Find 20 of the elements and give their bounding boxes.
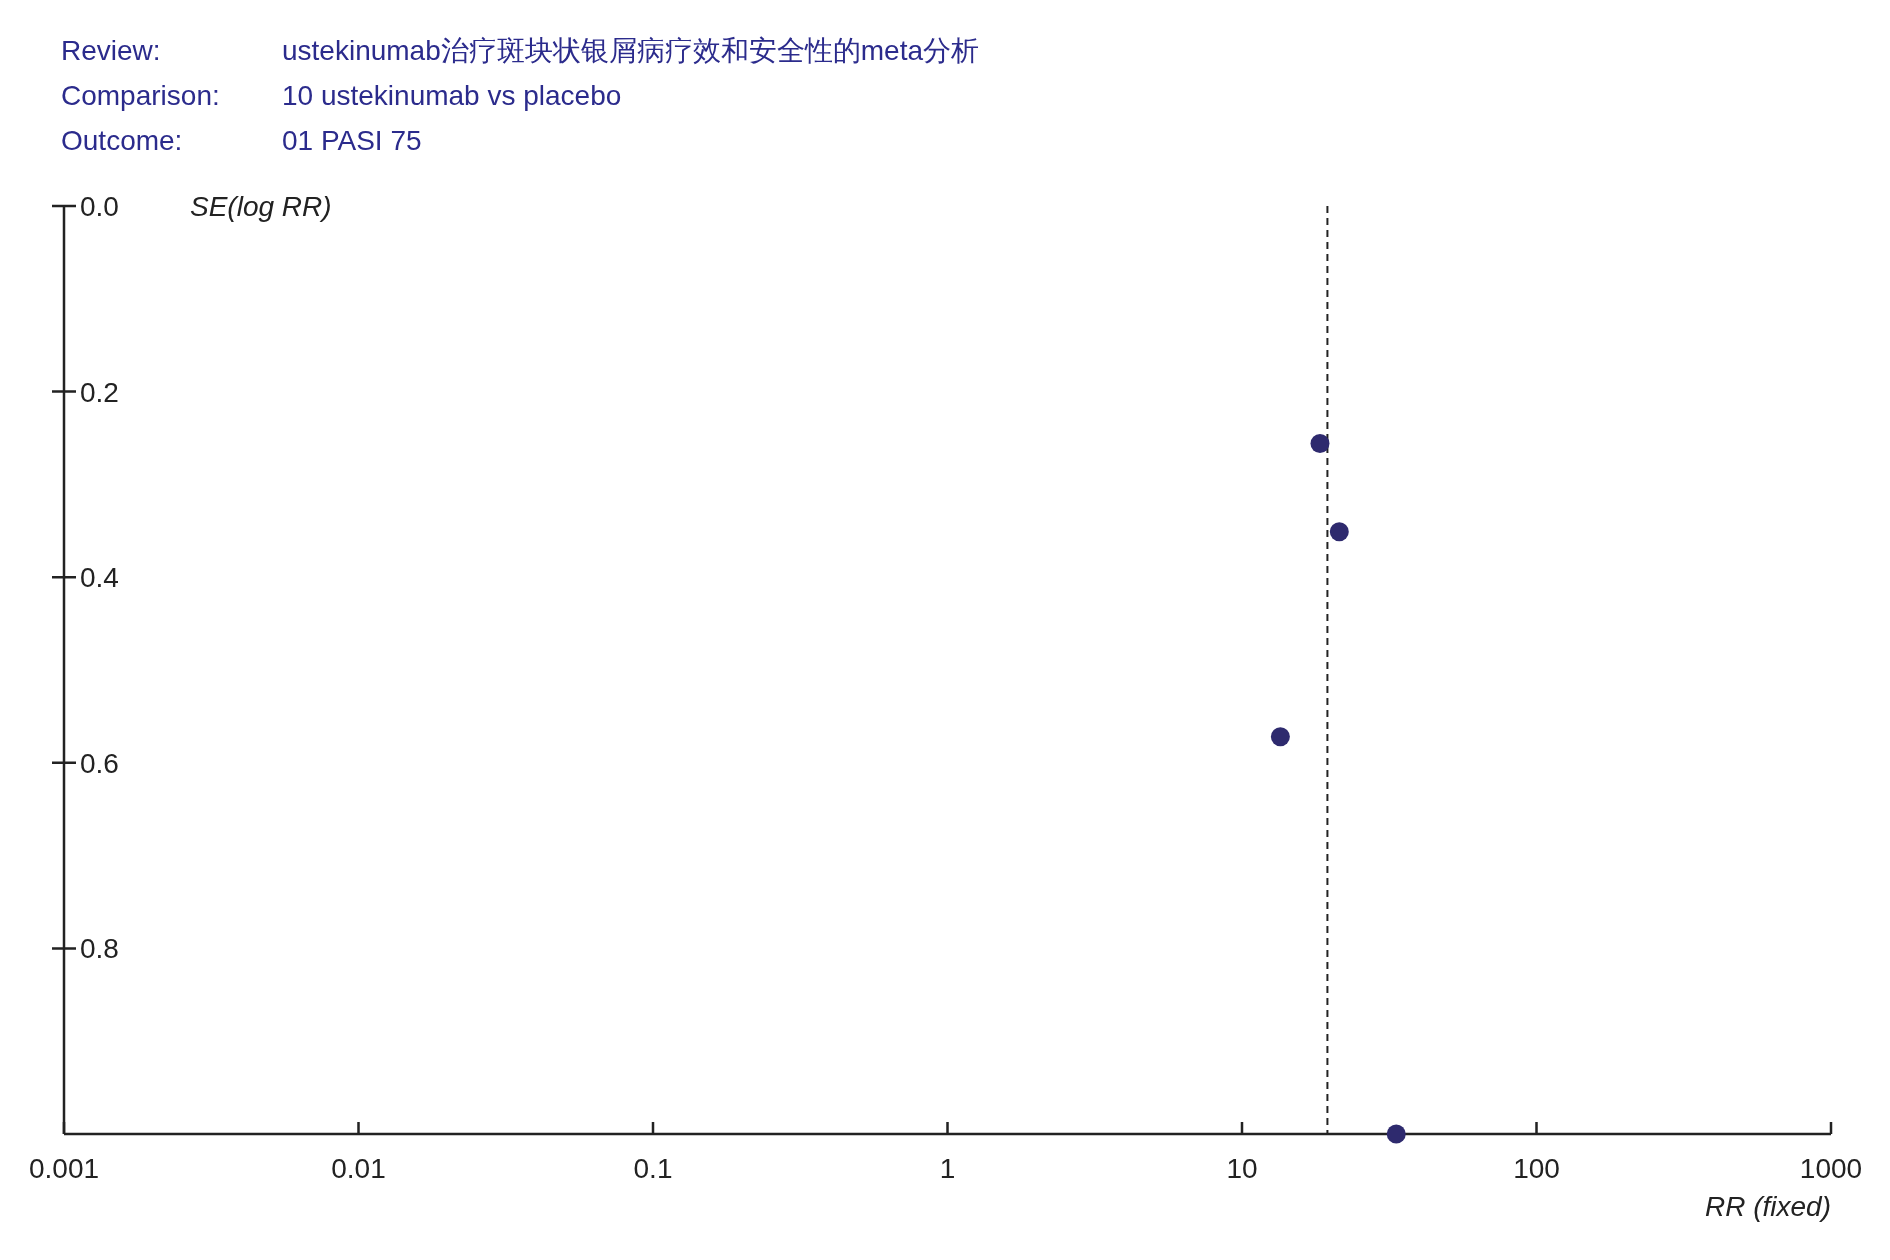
y-tick-label: 0.2	[80, 376, 119, 408]
x-tick-label: 1000	[1799, 1153, 1863, 1184]
text: Comparison:	[61, 80, 220, 111]
x-tick-label: 1	[939, 1153, 956, 1184]
x-tick-label: 0.1	[633, 1153, 673, 1184]
y-tick-label: 0.0	[80, 191, 119, 222]
y-tick-label: 0.6	[80, 747, 119, 779]
y-tick-label: 0.4	[80, 562, 119, 594]
y-axis-title: SE(log RR)	[190, 191, 332, 222]
text: 01 PASI 75	[282, 125, 422, 156]
x-axis-title: RR (fixed)	[1704, 1191, 1831, 1222]
x-tick-label: 10	[1226, 1153, 1258, 1184]
text: ustekinumab治疗斑块状银屑病疗效和安全性的meta分析	[282, 35, 980, 66]
text: Outcome:	[61, 125, 183, 156]
text: Review:	[61, 35, 161, 66]
text: 10 ustekinumab vs placebo	[282, 80, 622, 111]
y-tick-label: 0.8	[80, 933, 119, 965]
x-tick-label: 0.001	[28, 1153, 100, 1184]
x-tick-label: 100	[1513, 1153, 1560, 1184]
x-tick-label: 0.01	[331, 1153, 386, 1184]
